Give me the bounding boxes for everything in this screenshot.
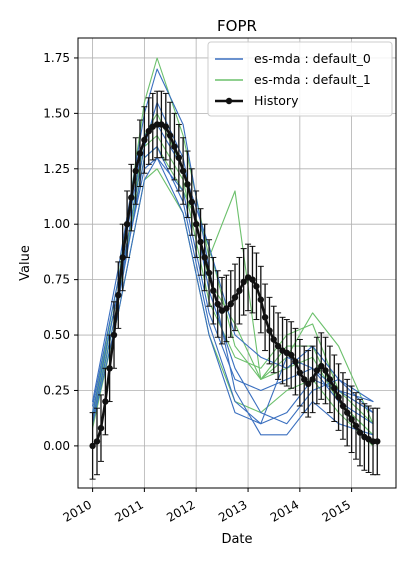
x-tick-label: 2014 (268, 497, 301, 524)
legend-label-history: History (254, 93, 299, 108)
history-point (205, 269, 213, 277)
y-tick-label: 1.00 (43, 217, 70, 231)
history-point (352, 422, 360, 430)
y-tick-label: 1.50 (43, 106, 70, 120)
history-point (348, 416, 355, 423)
history-point (270, 336, 277, 343)
history-point (374, 438, 381, 445)
history-point (201, 254, 208, 261)
history-point (110, 331, 118, 339)
history-point (128, 194, 135, 201)
history-point (102, 398, 109, 405)
x-axis-label: Date (221, 532, 252, 547)
history-point (257, 296, 264, 303)
history-point (223, 305, 230, 312)
history-point (132, 167, 139, 175)
history-point (326, 376, 334, 383)
x-tick-label: 2011 (112, 497, 145, 524)
legend-label-default-1: es-mda : default_1 (254, 72, 371, 87)
history-point (162, 123, 169, 130)
y-tick-label: 0.50 (43, 328, 70, 342)
y-tick-label: 1.75 (43, 51, 70, 65)
history-point (136, 150, 144, 157)
default-1-realization-line (92, 112, 374, 436)
x-tick-label: 2015 (320, 497, 353, 524)
plot-frame (77, 37, 397, 489)
legend-label-default-0: es-mda : default_0 (254, 51, 371, 66)
history-point (240, 278, 247, 285)
history-point (335, 393, 342, 401)
history-point (318, 362, 325, 370)
history-point (123, 221, 131, 228)
chart-title: FOPR (217, 17, 257, 35)
history-point (231, 294, 239, 301)
history-point (210, 287, 217, 294)
y-axis-label: Value (18, 245, 33, 281)
y-tick-label: 0.00 (43, 439, 70, 453)
history-point (249, 276, 256, 283)
legend: es-mda : default_0 es-mda : default_1 Hi… (207, 41, 393, 117)
history-point (166, 132, 174, 139)
history-point (227, 300, 234, 308)
history-point (97, 424, 105, 432)
history-point (184, 181, 191, 188)
history-point (171, 143, 178, 150)
legend-marker-history (225, 97, 233, 105)
history-point (331, 385, 338, 392)
history-point (145, 127, 152, 135)
history-point (266, 327, 273, 334)
y-tick-label: 0.75 (43, 273, 70, 287)
history-point (305, 380, 312, 387)
history-point (301, 376, 308, 383)
history-point (93, 438, 101, 445)
default-0-realization-line (92, 101, 374, 425)
x-tick-label: 2012 (164, 497, 197, 524)
tick-layer: 0.00 0.25 0.50 0.75 1.00 1.25 1.50 1.75 2010 2011… (43, 51, 353, 525)
history-point (344, 409, 351, 416)
history-point (106, 365, 113, 372)
history-point (188, 198, 195, 206)
x-tick-label: 2013 (216, 497, 249, 524)
legend-box (207, 41, 393, 117)
history-point (253, 283, 260, 290)
history-point (274, 342, 282, 350)
history-point (193, 221, 200, 228)
history-point (119, 254, 126, 261)
history-point (309, 376, 316, 383)
history-point (292, 358, 299, 365)
history-point (141, 136, 148, 144)
history-point (89, 442, 96, 450)
history-point (356, 429, 364, 436)
clipped-series (89, 57, 381, 480)
history-point (322, 367, 329, 374)
history-point (261, 314, 269, 321)
history-point (214, 300, 221, 308)
history-point (296, 369, 303, 376)
history-point (339, 402, 347, 410)
y-tick-label: 1.25 (43, 162, 70, 176)
series-layer (89, 57, 381, 480)
x-tick-label: 2010 (61, 497, 94, 524)
history-point (313, 367, 321, 374)
history-point (236, 287, 243, 294)
history-point (179, 167, 187, 175)
history-point (115, 291, 122, 299)
history-point (288, 351, 295, 359)
history-point (175, 154, 182, 161)
history-point (197, 238, 204, 246)
y-tick-label: 0.25 (43, 383, 70, 397)
